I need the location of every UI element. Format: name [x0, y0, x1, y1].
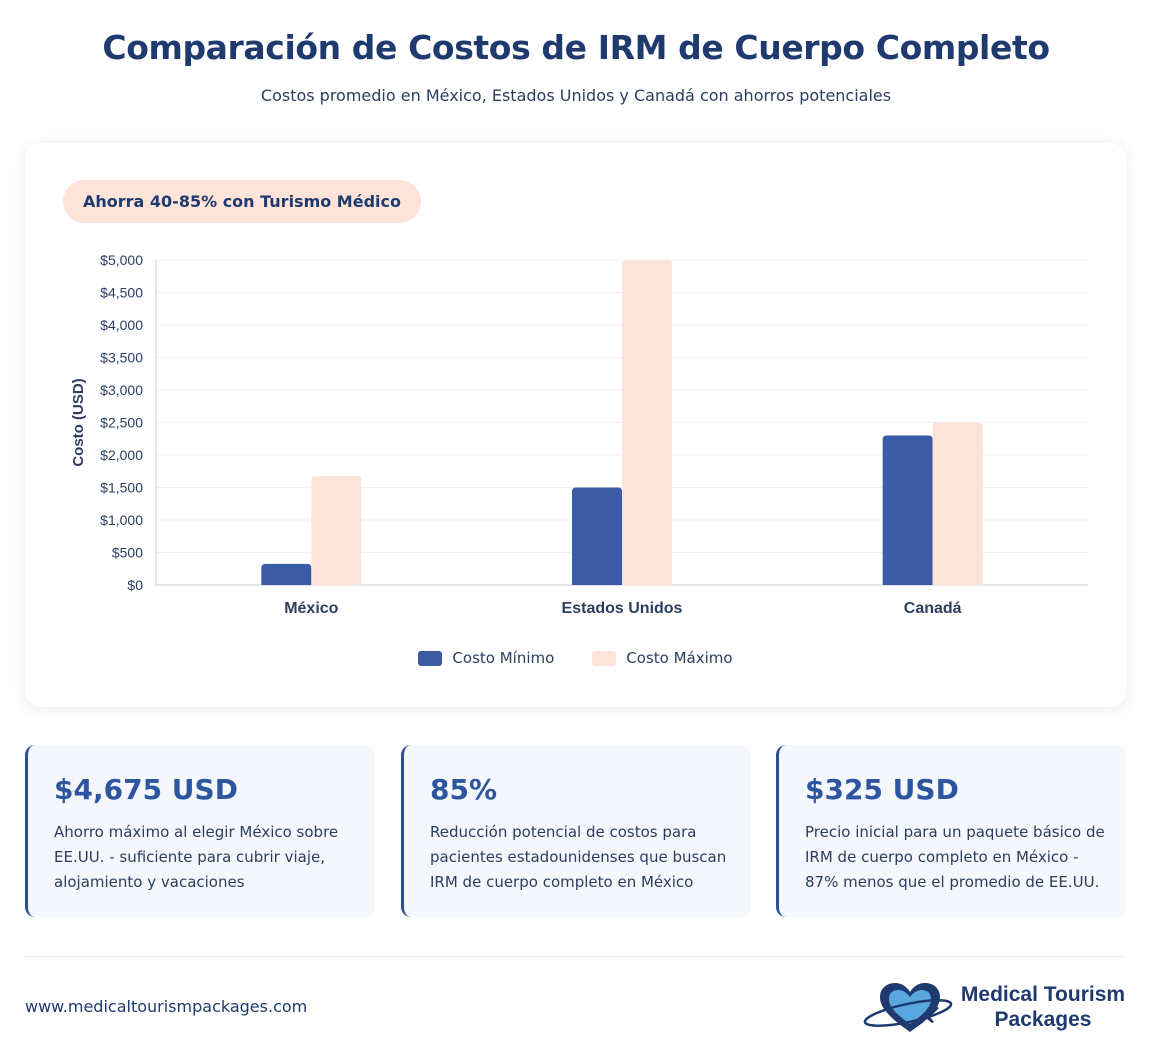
y-axis-label: Costo (USD): [70, 378, 87, 466]
x-tick-label: México: [284, 600, 338, 617]
bar-min-0: [261, 563, 312, 585]
legend-label-max: Costo Máximo: [626, 649, 733, 667]
chart-legend: Costo Mínimo Costo Máximo: [25, 649, 1126, 667]
bar-max-0: [311, 476, 362, 585]
footer-divider: [25, 956, 1126, 957]
footer-url-link[interactable]: www.medicaltourismpackages.com: [25, 997, 308, 1016]
stat-card-savings: $4,675 USD Ahorro máximo al elegir Méxic…: [25, 745, 375, 917]
brand-name: Medical Tourism Packages: [958, 982, 1128, 1032]
stat-value: 85%: [430, 773, 498, 806]
x-tick-label: Canadá: [904, 600, 962, 617]
page-subtitle: Costos promedio en México, Estados Unido…: [260, 86, 892, 105]
y-tick-label: $500: [112, 545, 143, 561]
bar-chart: $0 $500 $1,000 $1,500 $2,000 $2,500 $3,000 $3,5…: [70, 252, 1088, 617]
y-tick-label: $2,000: [100, 447, 143, 463]
y-tick-label: $1,000: [100, 512, 143, 528]
y-tick-label: $2,500: [100, 415, 143, 431]
legend-label-min: Costo Mínimo: [452, 649, 555, 667]
legend-swatch-min: [418, 650, 443, 666]
y-tick-label: $4,500: [100, 285, 143, 301]
stat-description: Ahorro máximo al elegir México sobre EE.…: [54, 823, 339, 891]
legend-swatch-max: [592, 650, 617, 666]
y-tick-label: $1,500: [100, 480, 143, 496]
y-tick-label: $3,000: [100, 382, 143, 398]
bar-max-1: [622, 260, 672, 585]
heart-plane-icon: [863, 983, 953, 1032]
savings-badge: Ahorra 40-85% con Turismo Médico: [63, 180, 421, 223]
stat-description: Precio inicial para un paquete básico de…: [805, 823, 1105, 891]
bar-min-1: [572, 487, 622, 585]
stat-value: $325 USD: [805, 773, 959, 806]
brand-logo[interactable]: Medical Tourism Packages: [862, 978, 1128, 1036]
y-tick-label: $4,000: [100, 317, 143, 333]
x-tick-label: Estados Unidos: [562, 600, 683, 617]
brand-line-2: Packages: [994, 1008, 1092, 1031]
page-title: Comparación de Costos de IRM de Cuerpo C…: [102, 28, 1050, 67]
stat-description: Reducción potencial de costos para pacie…: [430, 823, 727, 891]
y-tick-label: $3,500: [100, 350, 143, 366]
bar-max-2: [932, 422, 983, 585]
legend-item-min[interactable]: Costo Mínimo: [418, 649, 554, 667]
bar-min-2: [882, 435, 933, 585]
brand-line-1: Medical Tourism: [960, 983, 1126, 1006]
stat-card-starting-price: $325 USD Precio inicial para un paquete …: [776, 745, 1126, 917]
chart-card: Ahorra 40-85% con Turismo Médico $0 $500 $…: [25, 143, 1126, 707]
stat-value: $4,675 USD: [54, 773, 238, 806]
y-tick-label: $0: [127, 577, 143, 593]
stat-card-reduction: 85% Reducción potencial de costos para p…: [401, 745, 751, 917]
y-tick-label: $5,000: [100, 252, 143, 268]
legend-item-max[interactable]: Costo Máximo: [592, 649, 733, 667]
